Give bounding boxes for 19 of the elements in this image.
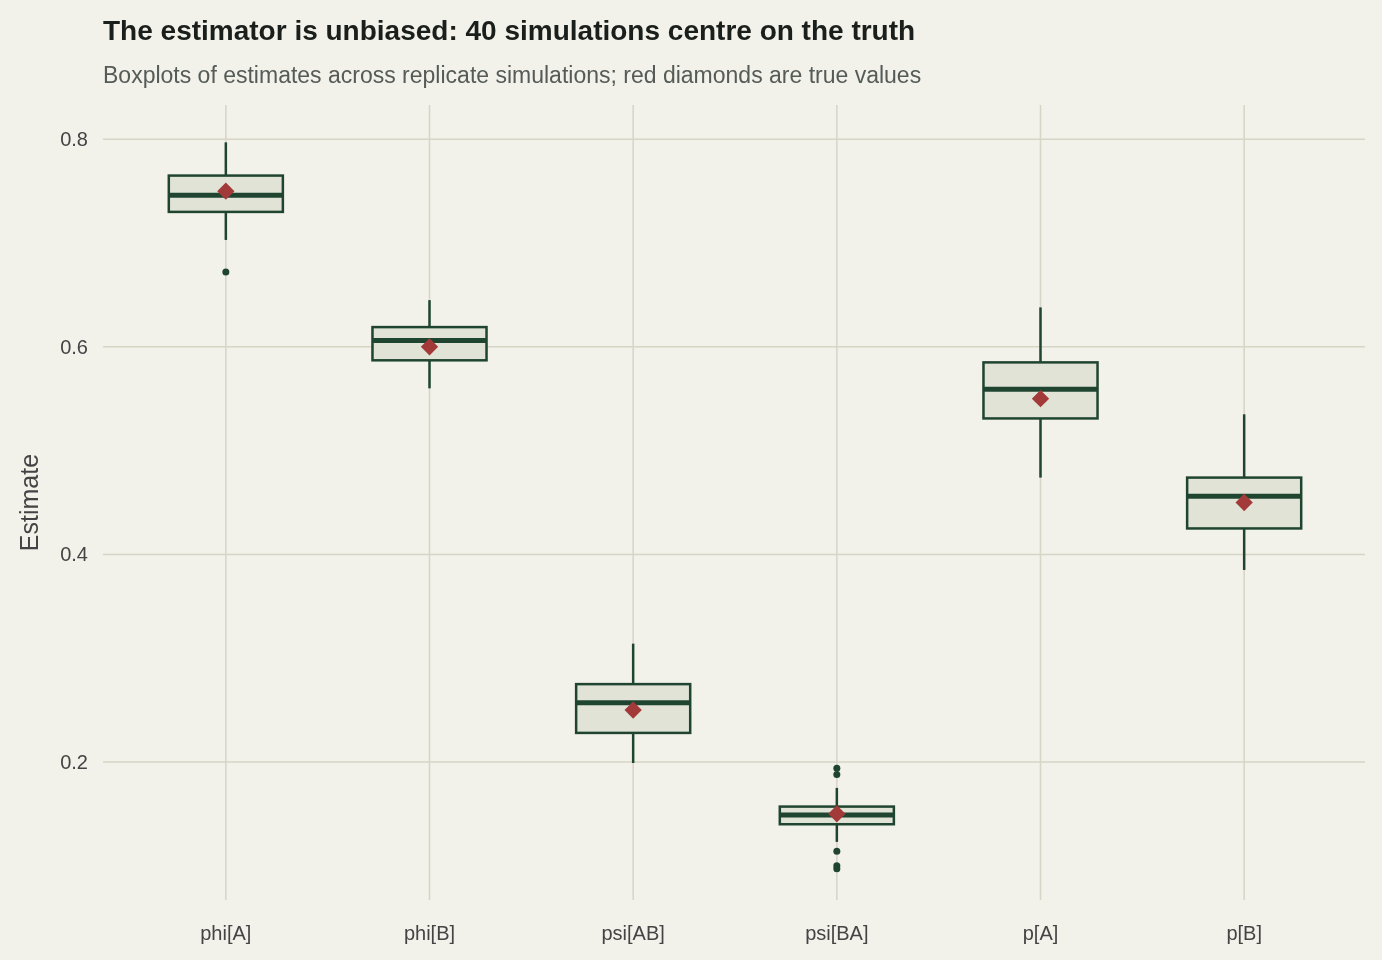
x-tick-label: psi[AB] xyxy=(601,922,665,944)
x-tick-label: p[A] xyxy=(1022,922,1059,944)
chart-subtitle: Boxplots of estimates across replicate simulations; red diamonds are true values xyxy=(103,62,922,88)
x-tick-label: phi[A] xyxy=(200,922,252,944)
x-tick-label: psi[BA] xyxy=(805,922,869,944)
point xyxy=(1031,390,1050,408)
point xyxy=(1235,493,1253,512)
y-tick-label: 0.8 xyxy=(60,128,88,151)
point xyxy=(828,805,846,823)
point xyxy=(217,182,235,200)
y-axis-title: Estimate xyxy=(15,453,43,552)
x-tick-label: p[B] xyxy=(1226,922,1262,944)
point xyxy=(624,701,642,719)
chart-title: The estimator is unbiased: 40 simulations centre on the truth xyxy=(103,15,916,46)
x-tick-label: phi[B] xyxy=(403,922,456,944)
y-tick-label: 0.2 xyxy=(60,750,88,773)
point xyxy=(420,338,439,356)
y-tick-label: 0.4 xyxy=(60,543,88,566)
y-tick-label: 0.6 xyxy=(60,335,88,358)
